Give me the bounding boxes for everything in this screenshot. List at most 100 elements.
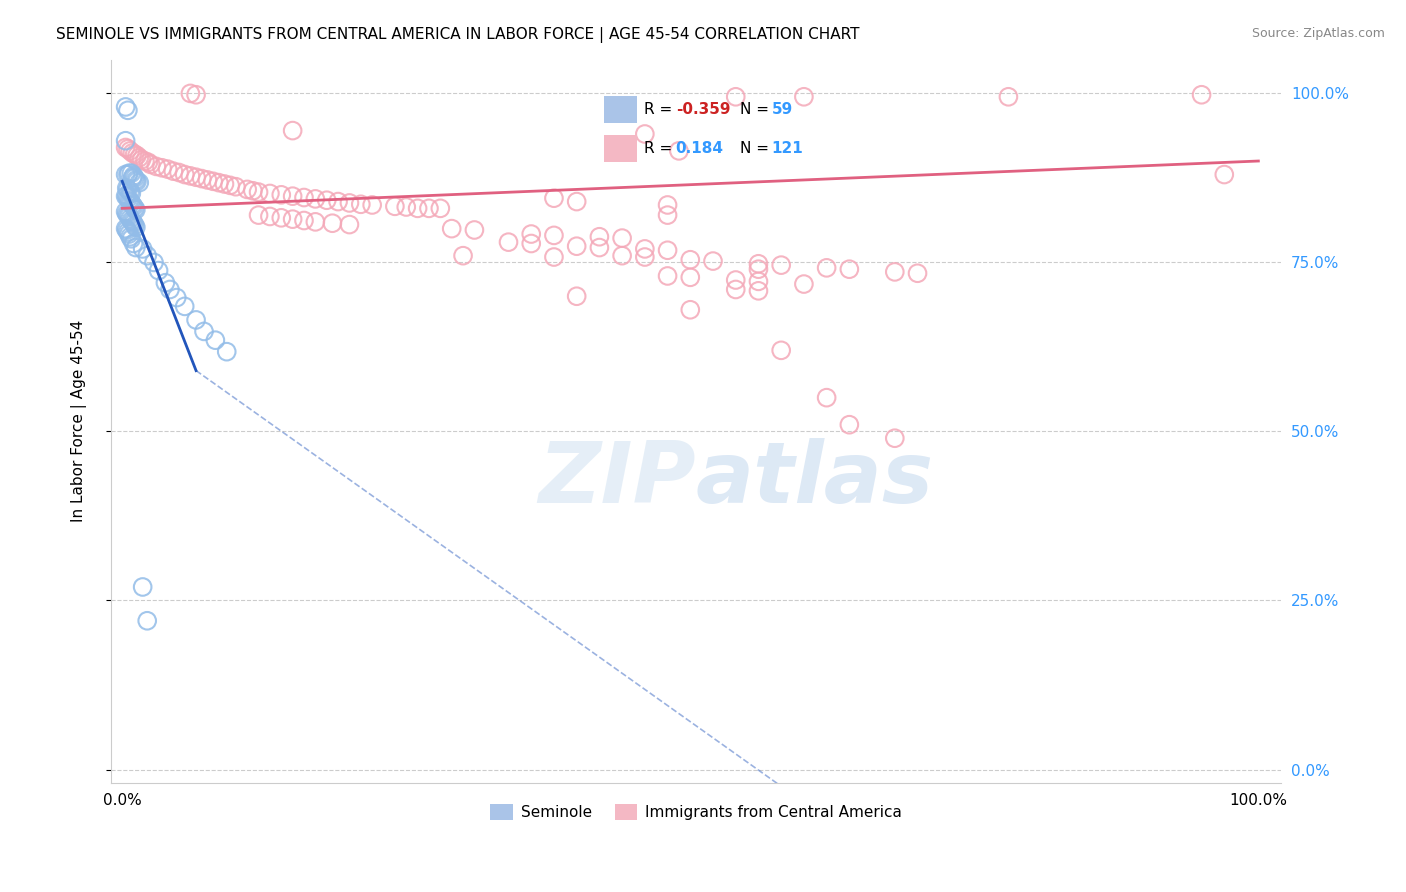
Point: [204, 333, 226, 347]
Point: [208, 176, 231, 190]
Point: [184, 87, 207, 102]
Point: [747, 274, 769, 288]
Point: [120, 185, 142, 199]
Point: [219, 178, 242, 193]
Point: [150, 161, 173, 175]
Point: [117, 182, 139, 196]
Point: [117, 168, 139, 182]
Point: [184, 313, 207, 327]
Point: [292, 190, 315, 204]
Point: [679, 270, 702, 285]
Point: [657, 244, 679, 258]
Point: [679, 252, 702, 267]
Point: [121, 215, 143, 229]
Point: [131, 580, 153, 594]
Point: [148, 263, 170, 277]
Point: [117, 103, 139, 118]
Point: [1213, 168, 1236, 182]
Point: [543, 228, 565, 243]
Point: [115, 189, 138, 203]
Point: [114, 168, 136, 182]
Point: [406, 202, 429, 216]
Point: [498, 235, 520, 249]
Text: ZIP: ZIP: [538, 438, 696, 521]
Point: [136, 249, 159, 263]
Point: [125, 241, 148, 255]
Point: [304, 215, 326, 229]
Point: [281, 123, 304, 137]
Point: [125, 173, 148, 187]
Point: [162, 164, 184, 178]
Point: [193, 325, 215, 339]
Point: [124, 147, 146, 161]
Point: [122, 199, 145, 213]
Point: [270, 187, 292, 202]
Point: [321, 216, 343, 230]
Point: [281, 189, 304, 203]
Point: [724, 273, 747, 287]
Point: [997, 90, 1019, 104]
Point: [214, 177, 236, 191]
Point: [117, 191, 139, 205]
Point: [588, 241, 610, 255]
Point: [197, 173, 219, 187]
Point: [124, 170, 146, 185]
Point: [122, 169, 145, 183]
Point: [883, 265, 905, 279]
Point: [173, 299, 195, 313]
Point: [143, 255, 166, 269]
Point: [124, 219, 146, 233]
Point: [125, 174, 148, 188]
Point: [247, 185, 270, 199]
Text: atlas: atlas: [696, 438, 934, 521]
Point: [747, 284, 769, 298]
Point: [588, 229, 610, 244]
Point: [120, 194, 142, 209]
Point: [122, 216, 145, 230]
Point: [179, 169, 201, 183]
Point: [281, 212, 304, 227]
Point: [565, 239, 588, 253]
Point: [118, 210, 141, 224]
Point: [114, 134, 136, 148]
Point: [418, 202, 440, 216]
Point: [770, 343, 793, 358]
Point: [543, 250, 565, 264]
Point: [304, 192, 326, 206]
Point: [128, 151, 150, 165]
Point: [565, 194, 588, 209]
Legend: Seminole, Immigrants from Central America: Seminole, Immigrants from Central Americ…: [484, 797, 908, 826]
Point: [114, 221, 136, 235]
Point: [747, 262, 769, 277]
Point: [440, 221, 463, 235]
Point: [121, 145, 143, 160]
Point: [118, 193, 141, 207]
Point: [124, 202, 146, 216]
Point: [815, 260, 838, 275]
Point: [747, 257, 769, 271]
Point: [657, 268, 679, 283]
Point: [634, 250, 657, 264]
Point: [657, 208, 679, 222]
Point: [115, 181, 138, 195]
Point: [610, 249, 633, 263]
Point: [838, 262, 860, 277]
Point: [120, 232, 142, 246]
Point: [155, 276, 177, 290]
Point: [121, 198, 143, 212]
Point: [225, 179, 247, 194]
Y-axis label: In Labor Force | Age 45-54: In Labor Force | Age 45-54: [72, 320, 87, 523]
Point: [384, 199, 406, 213]
Point: [724, 90, 747, 104]
Point: [247, 208, 270, 222]
Point: [138, 155, 160, 169]
Point: [184, 170, 207, 185]
Point: [120, 229, 142, 244]
Point: [125, 220, 148, 235]
Point: [139, 157, 162, 171]
Point: [259, 210, 281, 224]
Point: [114, 140, 136, 154]
Point: [793, 277, 815, 291]
Point: [793, 90, 815, 104]
Point: [120, 213, 142, 227]
